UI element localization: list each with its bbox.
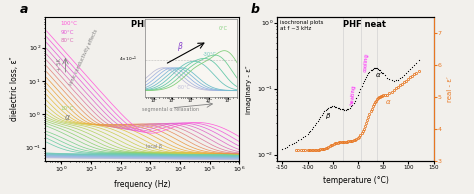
Text: β: β (325, 113, 330, 119)
Text: -30°C: -30°C (203, 52, 217, 57)
Text: 80°C: 80°C (61, 38, 74, 43)
Text: a: a (20, 3, 28, 16)
X-axis label: temperature (°C): temperature (°C) (323, 176, 388, 185)
Y-axis label: imaginary - ε″: imaginary - ε″ (246, 65, 252, 113)
Text: 100°C: 100°C (61, 21, 78, 26)
Text: α: α (376, 72, 380, 78)
Text: local β: local β (146, 144, 162, 149)
Text: α: α (64, 113, 70, 122)
Text: -80°C: -80°C (177, 85, 191, 90)
Text: segmental α relaxation: segmental α relaxation (142, 107, 199, 112)
Text: $4{\times}10^{-1}$: $4{\times}10^{-1}$ (119, 55, 137, 64)
Text: isochronal plots
at f ~3 kHz: isochronal plots at f ~3 kHz (281, 20, 324, 31)
Text: + 5K: + 5K (57, 58, 62, 71)
Text: 90°C: 90°C (61, 30, 74, 35)
Text: b: b (251, 3, 260, 16)
Y-axis label: real - ε′: real - ε′ (447, 76, 454, 102)
Text: PHF neat: PHF neat (343, 20, 386, 29)
Text: PHF neat: PHF neat (130, 20, 173, 29)
Text: 0°C: 0°C (219, 26, 228, 31)
Text: 10°C: 10°C (61, 107, 74, 112)
Text: α: α (386, 99, 391, 105)
Text: β: β (177, 42, 182, 51)
Text: ionic conductivity effects: ionic conductivity effects (69, 29, 99, 87)
Text: heating: heating (350, 84, 356, 105)
X-axis label: frequency (Hz): frequency (Hz) (114, 180, 171, 189)
Y-axis label: dielectric loss, ε″: dielectric loss, ε″ (10, 57, 19, 121)
Text: cooling: cooling (362, 53, 369, 72)
